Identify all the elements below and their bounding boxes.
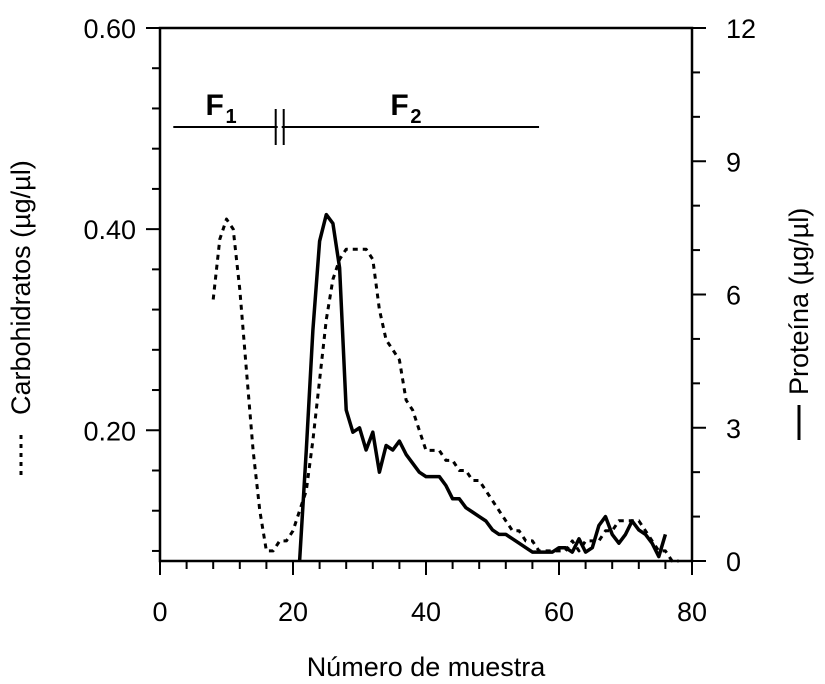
y-left-tick-label: 0.60: [83, 14, 136, 44]
carbohydrates-series-line: [211, 217, 679, 563]
plot-area-border: [158, 26, 694, 563]
plot-frame: [158, 26, 694, 563]
x-tick-label: 0: [152, 597, 167, 627]
left-axis-title-group: Carbohidratos (µg/µl): [6, 160, 36, 475]
y-right-tick-label: 3: [726, 414, 741, 444]
tick-marks: [146, 27, 706, 575]
fraction-label-2: F: [390, 89, 408, 122]
right-axis-title: Proteína (µg/µl): [784, 208, 814, 395]
y-right-tick-label: 12: [726, 14, 756, 44]
fraction-subscript-1: 1: [226, 106, 237, 128]
x-axis-title: Número de muestra: [307, 652, 547, 682]
fraction-label-1: F: [206, 89, 224, 122]
y-right-tick-label: 9: [726, 147, 741, 177]
y-right-tick-label: 0: [726, 547, 741, 577]
x-tick-label: 60: [544, 597, 574, 627]
x-tick-label: 40: [411, 597, 441, 627]
right-axis-title-group: Proteína (µg/µl): [784, 208, 814, 440]
x-tick-label: 20: [278, 597, 308, 627]
y-left-tick-label: 0.40: [83, 215, 136, 245]
series-group: [211, 212, 679, 563]
fraction-subscript-2: 2: [410, 106, 421, 128]
y-right-tick-label: 6: [726, 281, 741, 311]
left-axis-title: Carbohidratos (µg/µl): [6, 160, 36, 415]
protein-series-line: [297, 212, 668, 562]
x-tick-label: 80: [677, 597, 707, 627]
y-left-tick-label: 0.20: [83, 416, 136, 446]
